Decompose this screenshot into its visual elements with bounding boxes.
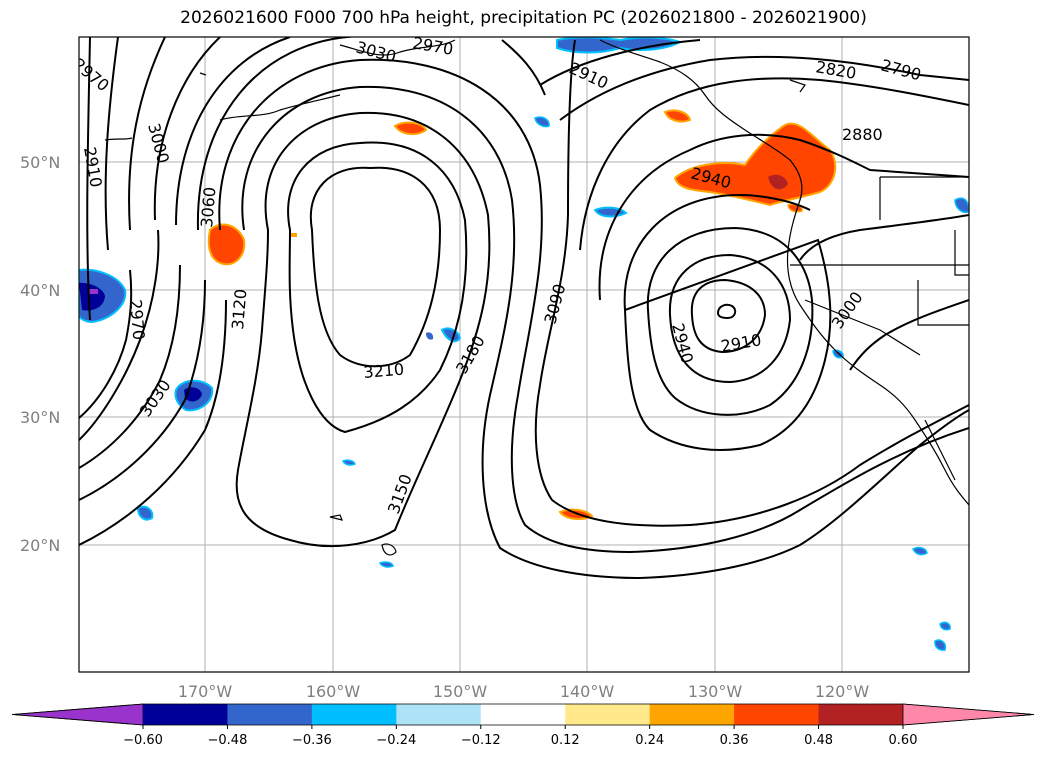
colorbar-segment <box>396 704 482 725</box>
contour-label: 2970 <box>411 33 454 59</box>
colorbar-segment <box>649 704 735 725</box>
latitude-label: 20°N <box>20 536 60 555</box>
longitude-label: 120°W <box>815 682 870 701</box>
longitude-label: 140°W <box>560 682 615 701</box>
map-frame <box>78 36 970 673</box>
colorbar-segment <box>818 704 904 725</box>
contour-label: 3060 <box>197 186 219 228</box>
longitude-axis: 170°W 160°W 150°W 140°W 130°W 120°W <box>178 682 870 701</box>
colorbar-tick-label: −0.48 <box>208 733 248 748</box>
latitude-label: 30°N <box>20 408 60 427</box>
colorbar-tick-label: −0.60 <box>123 733 163 748</box>
colorbar-tick-label: −0.36 <box>292 733 332 748</box>
colorbar-segment <box>480 704 566 725</box>
contour-label: 2970 <box>126 299 148 341</box>
colorbar-segment <box>734 704 820 725</box>
colorbar-tick-label: −0.12 <box>461 733 501 748</box>
latitude-label: 50°N <box>20 153 60 172</box>
colorbar-segment <box>311 704 397 725</box>
longitude-label: 170°W <box>178 682 233 701</box>
latitude-label: 40°N <box>20 281 60 300</box>
colorbar-segment <box>227 704 313 725</box>
colorbar-extend-max <box>902 703 1035 726</box>
colorbar: −0.60 −0.48 −0.36 −0.24 −0.12 0.12 0.24 0.36 0.4… <box>11 703 1035 748</box>
contour-label: 3210 <box>363 360 405 382</box>
colorbar-tick-label: 0.36 <box>720 733 749 748</box>
colorbar-tick-label: 0.24 <box>635 733 664 748</box>
colorbar-tick-label: 0.12 <box>551 733 580 748</box>
contour-label: 3120 <box>228 288 250 330</box>
height-contours <box>79 37 969 580</box>
colorbar-tick-label: −0.24 <box>376 733 416 748</box>
colorbar-tick-label: 0.60 <box>889 733 918 748</box>
contour-label: 2880 <box>842 125 883 144</box>
map-title: 2026021600 F000 700 hPa height, precipit… <box>180 8 867 28</box>
colorbar-segment <box>143 704 228 725</box>
colorbar-tick-label: 0.48 <box>804 733 833 748</box>
longitude-label: 150°W <box>433 682 488 701</box>
latitude-axis: 50°N 40°N 30°N 20°N <box>20 153 60 555</box>
colorbar-extend-min <box>11 703 144 726</box>
colorbar-segment <box>565 704 651 725</box>
precipitation-shading <box>79 37 969 651</box>
longitude-label: 130°W <box>688 682 743 701</box>
longitude-label: 160°W <box>306 682 361 701</box>
